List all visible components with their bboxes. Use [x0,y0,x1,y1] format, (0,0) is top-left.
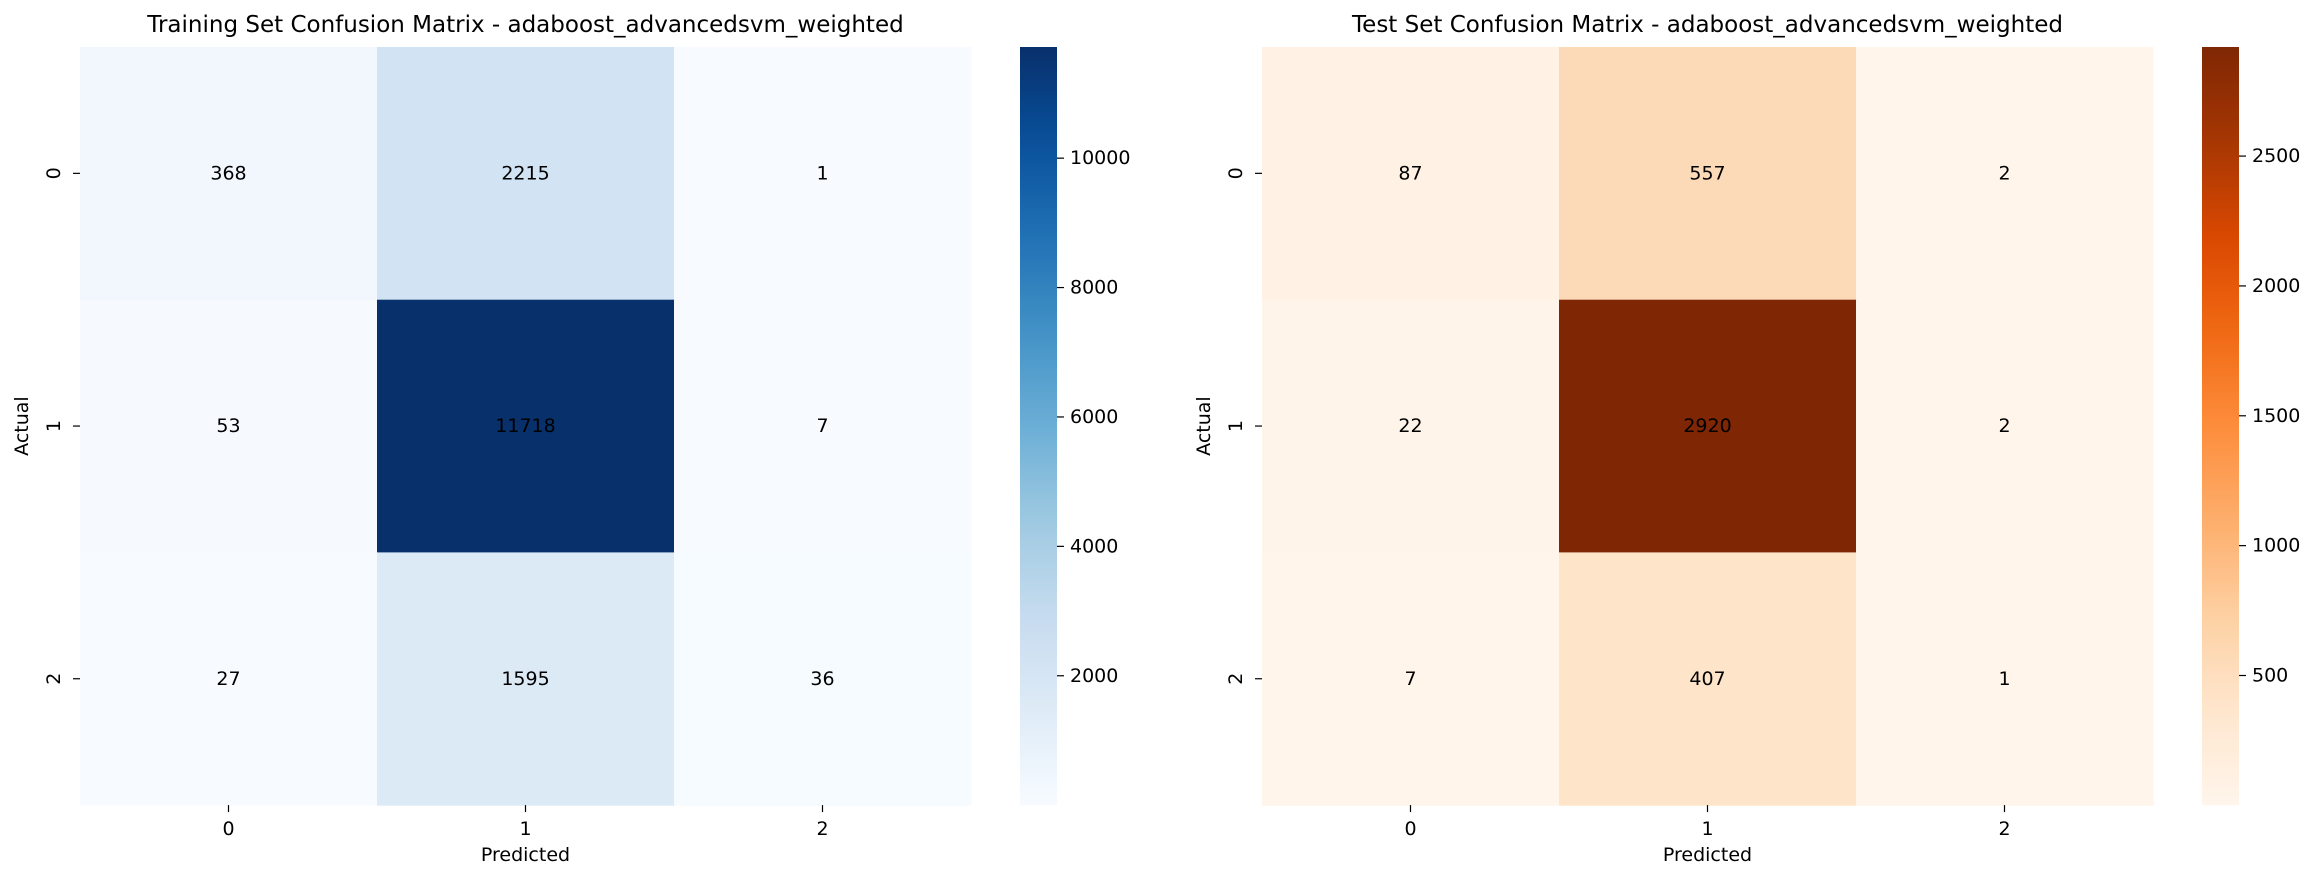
y-tick-label: 0 [1225,167,1247,179]
y-axis-label: Actual [1193,396,1215,456]
heatmap-cell [377,47,675,301]
colorbar-tick-label: 4000 [1070,535,1118,557]
colorbar-tick-label: 500 [2252,665,2288,687]
cell-value-label: 557 [1689,162,1725,184]
cell-value-label: 407 [1689,668,1725,690]
cell-value-label: 1595 [501,668,549,690]
colorbar-tick-label: 10000 [1070,147,1130,169]
heatmap-cell [1262,299,1560,553]
heatmap-panel-training: Training Set Confusion Matrix - adaboost… [11,12,1130,866]
x-axis-label: Predicted [481,844,570,866]
cell-value-label: 27 [216,668,240,690]
cell-value-label: 2215 [501,162,549,184]
colorbar-tick-label: 2500 [2252,145,2300,167]
heatmap-cell [674,552,972,806]
cell-value-label: 53 [216,415,240,437]
cell-value-label: 2 [1998,415,2010,437]
cell-value-label: 87 [1398,162,1422,184]
colorbar [2202,47,2239,806]
colorbar-tick-label: 2000 [1070,665,1118,687]
heatmap-cell [377,299,675,553]
colorbar-tick-label: 8000 [1070,277,1118,299]
y-axis-label: Actual [11,396,33,456]
heatmap-cell [1856,47,2154,301]
y-tick-label: 1 [43,420,65,432]
cell-value-label: 2 [1998,162,2010,184]
x-tick-label: 1 [1701,818,1713,840]
cell-value-label: 1 [1998,668,2010,690]
heatmap-cell [80,552,378,806]
heatmap-cell [80,299,378,553]
cell-value-label: 36 [810,668,834,690]
x-tick-label: 2 [816,818,828,840]
heatmap-cell [1559,552,1857,806]
heatmap-cell [1262,552,1560,806]
y-tick-label: 2 [1225,673,1247,685]
x-tick-label: 0 [222,818,234,840]
y-tick-label: 2 [43,673,65,685]
colorbar-tick-label: 6000 [1070,406,1118,428]
heatmap-cell [1856,299,2154,553]
colorbar-tick-label: 2000 [2252,275,2300,297]
cell-value-label: 368 [210,162,246,184]
cell-value-label: 7 [1404,668,1416,690]
chart-title: Test Set Confusion Matrix - adaboost_adv… [1351,12,2063,38]
colorbar-tick-label: 1500 [2252,405,2300,427]
heatmap-cell [1856,552,2154,806]
heatmap-cell [377,552,675,806]
heatmap-cell [1262,47,1560,301]
heatmap-panel-test: Test Set Confusion Matrix - adaboost_adv… [1193,12,2300,866]
colorbar-tick-label: 1000 [2252,535,2300,557]
y-tick-label: 1 [1225,420,1247,432]
heatmap-cell [1559,299,1857,553]
x-tick-label: 0 [1404,818,1416,840]
x-axis-label: Predicted [1663,844,1752,866]
chart-title: Training Set Confusion Matrix - adaboost… [146,12,903,38]
colorbar [1020,47,1057,806]
x-tick-label: 2 [1998,818,2010,840]
cell-value-label: 22 [1398,415,1422,437]
heatmap-cell [674,299,972,553]
x-tick-label: 1 [519,818,531,840]
cell-value-label: 11718 [495,415,555,437]
heatmap-cell [80,47,378,301]
cell-value-label: 1 [816,162,828,184]
heatmap-cell [1559,47,1857,301]
heatmap-cell [674,47,972,301]
cell-value-label: 2920 [1683,415,1731,437]
cell-value-label: 7 [816,415,828,437]
y-tick-label: 0 [43,167,65,179]
